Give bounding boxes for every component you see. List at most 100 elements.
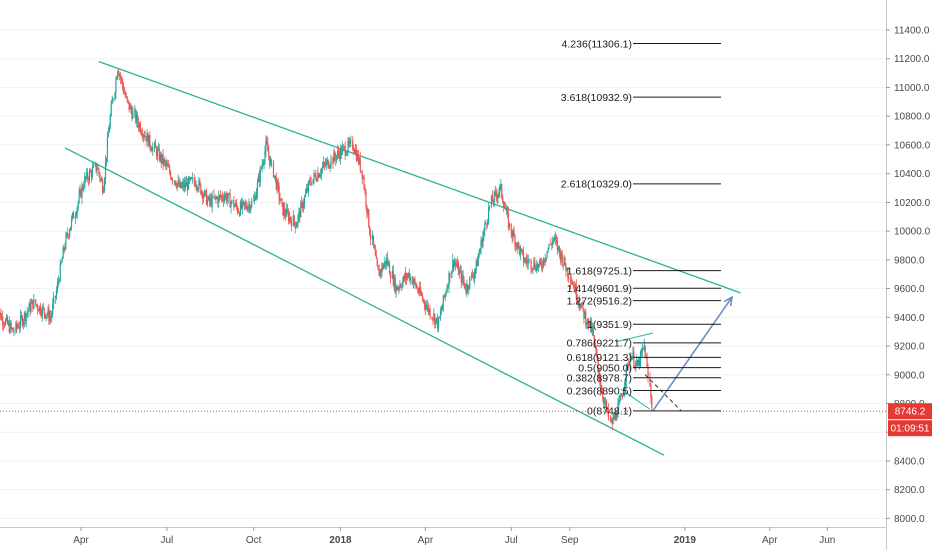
candle (304, 194, 306, 209)
candle (340, 145, 343, 159)
candle (241, 198, 243, 215)
fib-level-label: 1.272(9516.2) (567, 295, 632, 307)
candle (451, 270, 453, 279)
candle (303, 198, 305, 213)
candle (487, 202, 490, 225)
candle (179, 179, 181, 189)
candle (229, 188, 231, 208)
candle (505, 204, 508, 216)
candle (550, 237, 552, 246)
candle (122, 81, 125, 96)
candle (386, 253, 388, 270)
fib-level-label: 2.618(10329.0) (561, 179, 632, 191)
y-tick-label: 11400.0 (894, 25, 930, 36)
candle (507, 206, 510, 231)
y-tick-label: 10600.0 (894, 140, 931, 151)
candle (546, 251, 548, 259)
candle (576, 293, 578, 305)
candle (574, 282, 576, 295)
candle (202, 190, 204, 205)
candle (582, 300, 584, 312)
candle (38, 305, 41, 315)
candle (85, 175, 87, 183)
candle (10, 320, 12, 333)
candle (637, 359, 639, 367)
candle (325, 157, 327, 170)
candle (141, 127, 143, 141)
candle (71, 212, 74, 221)
candle (369, 225, 371, 237)
candle (512, 228, 514, 242)
candle (592, 326, 594, 337)
candle (468, 285, 470, 295)
candle (228, 192, 230, 195)
candle (106, 131, 109, 163)
candle (367, 208, 369, 217)
candle (187, 177, 189, 196)
x-tick-label: Sep (561, 535, 579, 546)
candle (385, 260, 387, 271)
x-tick-label: Apr (73, 535, 89, 546)
candle (268, 145, 270, 161)
x-tick-label: Apr (418, 535, 434, 546)
candle (169, 164, 171, 176)
candle (421, 292, 424, 302)
candle (600, 376, 602, 396)
candle (100, 177, 102, 183)
candle (317, 166, 319, 183)
candle (572, 281, 575, 289)
candle (54, 295, 57, 304)
candle (46, 312, 48, 320)
candle (497, 193, 499, 204)
candle (77, 200, 79, 212)
candle (214, 196, 216, 201)
candle (544, 253, 546, 267)
candle (170, 177, 173, 180)
candle (409, 273, 411, 286)
candle (235, 199, 237, 208)
candle (69, 228, 71, 240)
candle (87, 176, 90, 186)
candle (222, 193, 225, 207)
candle (442, 295, 444, 312)
candle (319, 173, 321, 178)
candle (472, 271, 475, 282)
candle (107, 126, 109, 138)
candle (4, 317, 7, 326)
candle (307, 180, 309, 198)
candle (236, 198, 238, 211)
candle (359, 152, 361, 174)
projection-dashed-line (644, 374, 682, 412)
candle (423, 299, 426, 311)
candle (0, 308, 2, 321)
candle (627, 358, 629, 371)
candle (460, 265, 462, 289)
candle (41, 304, 43, 322)
candle (262, 159, 264, 167)
candle (83, 180, 85, 193)
candle (510, 223, 512, 238)
candle (398, 286, 400, 294)
candle (594, 339, 596, 348)
candle (97, 165, 99, 170)
candle (302, 200, 304, 212)
candle (326, 156, 328, 165)
candle (615, 410, 617, 421)
candle (173, 180, 176, 186)
candle (376, 257, 378, 267)
candle (65, 231, 67, 250)
candle (593, 335, 595, 345)
candle (479, 248, 481, 254)
candle (428, 307, 430, 316)
candle (37, 308, 40, 312)
candle (144, 130, 146, 138)
candle (371, 230, 374, 246)
candle (280, 198, 282, 201)
candle (13, 327, 15, 337)
candle (78, 187, 80, 205)
candle (540, 257, 543, 272)
candle (387, 260, 390, 267)
candle (492, 198, 494, 207)
candle (519, 245, 521, 257)
